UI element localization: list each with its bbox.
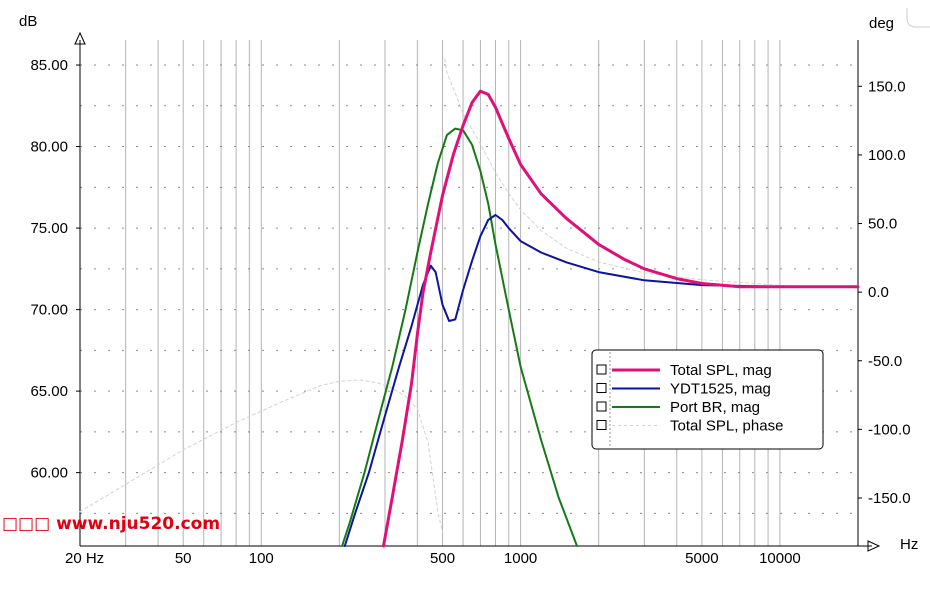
top-right-corner-mark <box>906 8 930 28</box>
legend-label: Total SPL, mag <box>670 362 772 379</box>
y2-tick-label: 0.0 <box>868 284 889 301</box>
series-line-4 <box>79 58 859 533</box>
legend-box <box>591 349 824 450</box>
y-tick-label: 60.00 <box>30 465 68 482</box>
x-axis-unit: Hz <box>900 536 918 553</box>
y2-tick-label: -150.0 <box>868 490 911 507</box>
x-tick-label: 100 <box>249 550 274 567</box>
x-axis-arrow <box>867 540 881 552</box>
legend-checkbox <box>596 401 607 412</box>
y2-tick-label: 100.0 <box>868 147 906 164</box>
axes: dB deg Hz <box>19 13 918 553</box>
series <box>79 58 860 548</box>
legend-label: Port BR, mag <box>670 399 760 416</box>
y2-axis-unit: deg <box>869 15 894 32</box>
y2-tick-label: 150.0 <box>868 78 906 95</box>
y-tick-label: 75.00 <box>30 220 68 237</box>
x-tick-label: 500 <box>430 550 455 567</box>
grid <box>79 40 859 546</box>
y-tick-label: 70.00 <box>30 302 68 319</box>
watermark: □□□ www.nju520.com <box>2 514 221 534</box>
legend-label: YDT1525, mag <box>670 381 771 398</box>
y-axis-unit: dB <box>19 13 37 30</box>
y2-tick-label: -50.0 <box>868 353 902 370</box>
y-axis-arrow <box>74 31 86 45</box>
y-tick-label: 80.00 <box>30 139 68 156</box>
legend-checkbox <box>596 383 607 393</box>
legend-label: Total SPL, phase <box>670 418 783 435</box>
x-tick-label: 5000 <box>685 550 718 567</box>
legend-checkbox <box>596 364 607 375</box>
series-line-1 <box>382 89 860 548</box>
legend-checkbox <box>596 420 607 430</box>
x-tick-label: 1000 <box>504 550 537 567</box>
y-tick-label: 85.00 <box>30 57 68 74</box>
y-tick-label: 65.00 <box>30 383 68 400</box>
y2-tick-label: -100.0 <box>868 421 911 438</box>
x-tick-label: 50 <box>175 550 192 567</box>
tick-labels: 85.00 80.00 75.00 70.00 65.00 60.00 150.0 100.0… <box>30 57 910 567</box>
series-line-3 <box>341 127 578 547</box>
x-tick-label: 10000 <box>759 550 801 567</box>
series-line-2 <box>343 214 859 547</box>
x-tick-label: 20 Hz <box>65 550 104 567</box>
y2-tick-label: 50.0 <box>868 216 897 233</box>
